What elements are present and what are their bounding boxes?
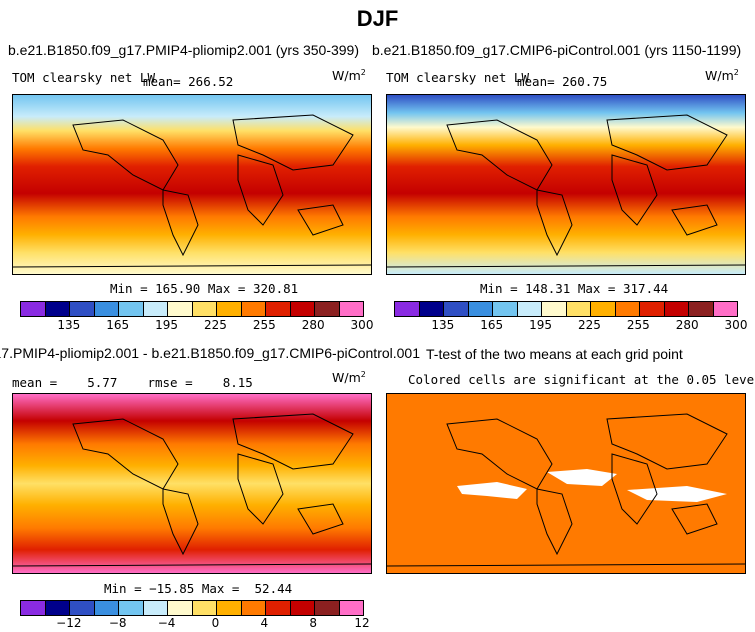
panel-bl-minmax: Min = −15.85 Max = 52.44 [104, 581, 293, 596]
colorbar-cell [591, 302, 616, 316]
colorbar-cell [395, 302, 420, 316]
colorbar-cell [468, 302, 493, 316]
colorbar-cell [70, 601, 95, 615]
panel-tr-minmax: Min = 148.31 Max = 317.44 [480, 281, 669, 296]
colorbar-difference-ticks: −12 −8 −4 0 4 8 12 [20, 616, 369, 632]
colorbar-tick-label: 280 [301, 318, 325, 332]
colorbar-cell [419, 302, 444, 316]
colorbar-cell [21, 601, 46, 615]
panel-tl-variable: TOM clearsky net LW [12, 70, 155, 85]
panel-bl-units: W/m2 [332, 370, 366, 386]
panel-tl-run-name: b.e21.B1850.f09_g17.PMIP4-pliomip2.001 (… [8, 42, 359, 58]
colorbar-tick-label: −4 [157, 616, 176, 630]
colorbar-cell [45, 601, 70, 615]
colorbar-tick-label: −12 [56, 616, 82, 630]
colorbar-difference [20, 600, 364, 616]
colorbar-tick-label: 0 [211, 616, 220, 630]
colorbar-tick-label: 225 [203, 318, 227, 332]
colorbar-tick-label: 195 [529, 318, 553, 332]
colorbar-cell [493, 302, 518, 316]
panel-br-subtitle: Colored cells are significant at the 0.0… [408, 372, 755, 387]
colorbar-tick-label: 280 [675, 318, 699, 332]
panel-bl-stats: mean = 5.77 rmse = 8.15 [12, 375, 253, 390]
colorbar-cell [143, 601, 168, 615]
panel-tr-map [386, 94, 746, 275]
colorbar-cell [241, 302, 266, 316]
colorbar-tick-label: 300 [350, 318, 374, 332]
colorbar-cell [168, 601, 193, 615]
colorbar-cell [315, 302, 340, 316]
colorbar-tick-label: 12 [354, 616, 370, 630]
colorbar-cell [689, 302, 714, 316]
panel-tl-map [12, 94, 372, 275]
colorbar-cell [339, 302, 363, 316]
colorbar-cell [94, 302, 119, 316]
colorbar-cell [217, 302, 242, 316]
colorbar-absolute-right-ticks: 135 165 195 225 255 280 300 [394, 318, 747, 334]
colorbar-tick-label: 195 [155, 318, 179, 332]
colorbar-cell [70, 302, 95, 316]
colorbar-cell [664, 302, 689, 316]
colorbar-tick-label: 255 [252, 318, 276, 332]
colorbar-cell [143, 302, 168, 316]
colorbar-cell [266, 601, 291, 615]
colorbar-tick-label: 135 [431, 318, 455, 332]
colorbar-cell [266, 302, 291, 316]
colorbar-cell [713, 302, 737, 316]
colorbar-absolute-left [20, 301, 364, 317]
panel-br-title: T-test of the two means at each grid poi… [426, 346, 683, 362]
colorbar-cell [192, 601, 217, 615]
panel-tr-mean: mean= 260.75 [517, 74, 608, 89]
colorbar-cell [290, 601, 315, 615]
colorbar-cell [45, 302, 70, 316]
panel-tr-variable: TOM clearsky net LW [386, 70, 529, 85]
panel-br-map [386, 393, 746, 574]
colorbar-cell [192, 302, 217, 316]
colorbar-tick-label: 8 [309, 616, 317, 630]
panel-tr-run-name: b.e21.B1850.f09_g17.CMIP6-piControl.001 … [372, 42, 742, 58]
panel-tl-minmax: Min = 165.90 Max = 320.81 [110, 281, 299, 296]
panel-tl-units: W/m2 [332, 68, 366, 84]
colorbar-cell [241, 601, 266, 615]
panel-bl-map [12, 393, 372, 574]
colorbar-cell [615, 302, 640, 316]
colorbar-cell [339, 601, 363, 615]
colorbar-cell [444, 302, 469, 316]
figure-title: DJF [356, 6, 399, 31]
colorbar-tick-label: 135 [57, 318, 81, 332]
panel-tr-units: W/m2 [705, 68, 739, 84]
colorbar-cell [94, 601, 119, 615]
colorbar-cell [119, 601, 144, 615]
colorbar-tick-label: 255 [626, 318, 650, 332]
panel-tl-mean: mean= 266.52 [143, 74, 234, 89]
colorbar-cell [566, 302, 591, 316]
colorbar-cell [290, 302, 315, 316]
colorbar-cell [168, 302, 193, 316]
colorbar-tick-label: 165 [480, 318, 504, 332]
colorbar-cell [315, 601, 340, 615]
colorbar-absolute-left-ticks: 135 165 195 225 255 280 300 [20, 318, 373, 334]
colorbar-tick-label: 300 [724, 318, 748, 332]
colorbar-tick-label: 225 [577, 318, 601, 332]
colorbar-cell [21, 302, 46, 316]
colorbar-cell [542, 302, 567, 316]
colorbar-cell [517, 302, 542, 316]
colorbar-tick-label: 4 [260, 616, 269, 630]
colorbar-cell [217, 601, 242, 615]
colorbar-absolute-right [394, 301, 738, 317]
colorbar-cell [119, 302, 144, 316]
colorbar-cell [640, 302, 665, 316]
colorbar-tick-label: −8 [108, 616, 127, 630]
colorbar-tick-label: 165 [106, 318, 130, 332]
panel-bl-run-name: b.e21.B1850.f09_g17.PMIP4-pliomip2.001 -… [0, 345, 420, 361]
